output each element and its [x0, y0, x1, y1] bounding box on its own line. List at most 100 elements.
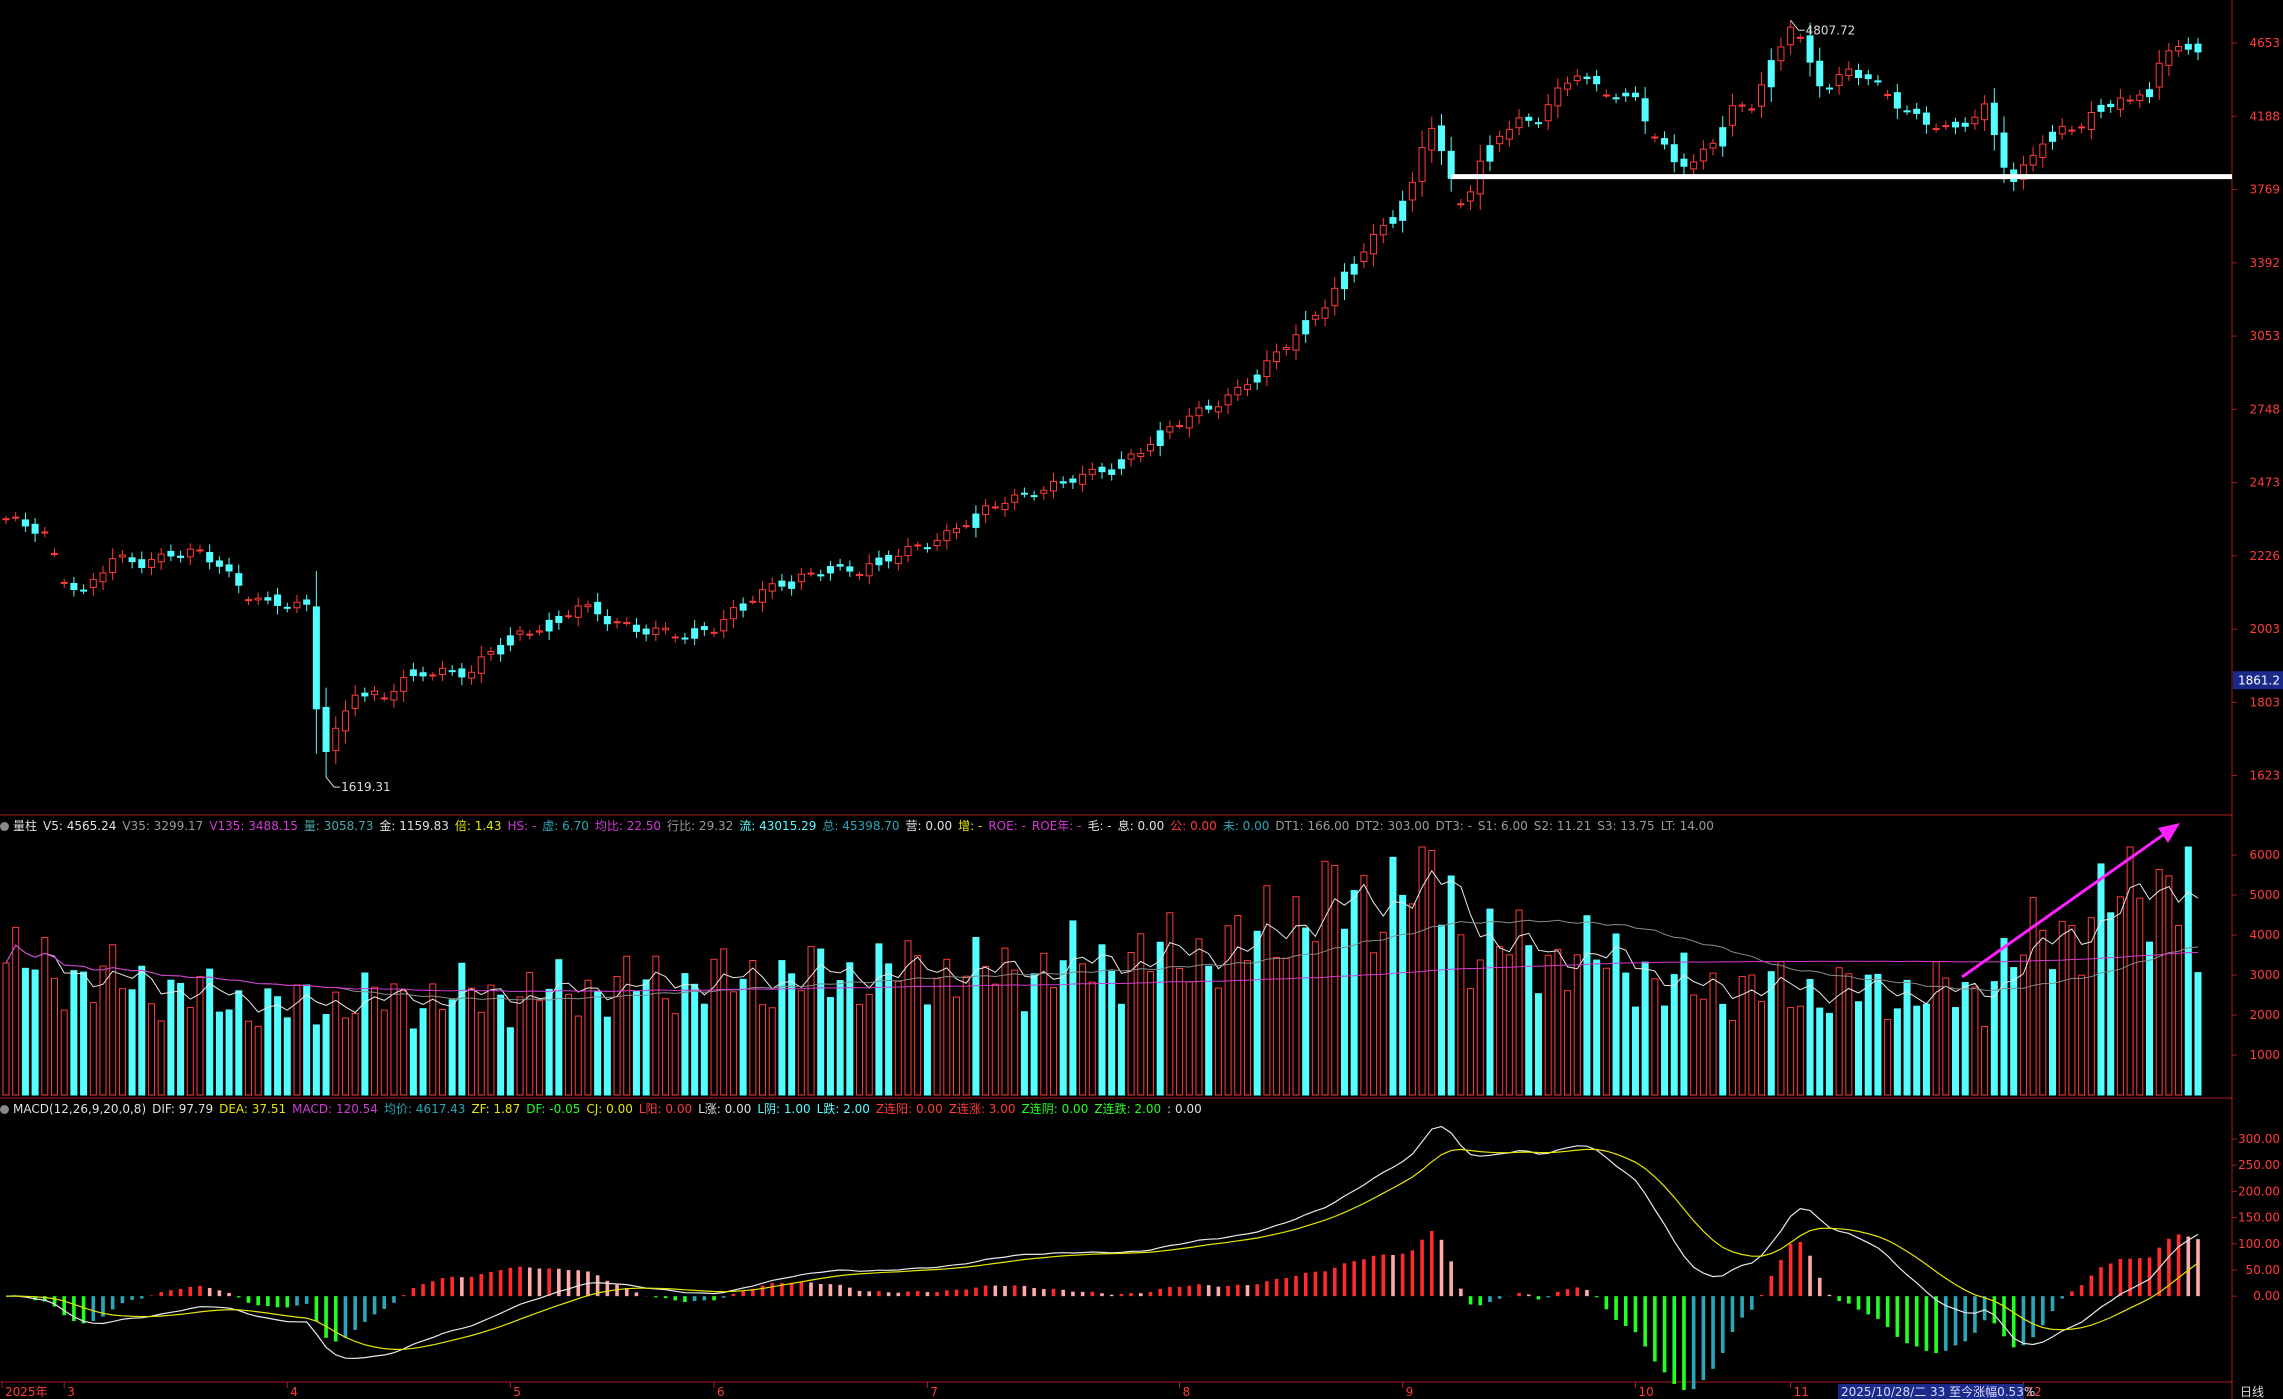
volume-bar: [196, 976, 204, 1096]
volume-bar: [1108, 970, 1116, 1096]
candle-body: [283, 606, 291, 609]
candle-body: [623, 622, 631, 625]
volume-bar: [1952, 1007, 1960, 1096]
candle-body: [846, 566, 854, 572]
candle-body: [778, 580, 786, 587]
candle-body: [109, 558, 117, 574]
volume-bar: [1874, 973, 1882, 1096]
candle-body: [1641, 98, 1649, 122]
candle-body: [1981, 103, 1989, 121]
volume-bar: [1806, 979, 1814, 1096]
volume-ma35-line: [5, 919, 2199, 1001]
volume-bar: [943, 958, 951, 1096]
candle-body: [1680, 158, 1688, 167]
candle-body: [1709, 142, 1717, 149]
volume-bar: [1302, 927, 1310, 1096]
volume-bar: [681, 973, 689, 1096]
candle-body: [80, 589, 88, 592]
candle-body: [1554, 87, 1562, 107]
legend-item: S1: 6.00: [1477, 819, 1528, 833]
volume-bar: [749, 959, 757, 1096]
candle-body: [1205, 405, 1213, 410]
volume-bar: [1738, 975, 1746, 1096]
volume-bar: [2116, 896, 2124, 1096]
candle-body: [274, 594, 282, 606]
high-marker-arrow: [1790, 19, 1805, 31]
legend-item: V5: 4565.24: [43, 819, 117, 833]
candle-body: [1593, 76, 1601, 85]
candle-body: [1253, 374, 1261, 383]
volume-bar: [1573, 954, 1581, 1096]
volume-bar: [1787, 1007, 1795, 1096]
candle-body: [477, 656, 485, 674]
volume-indicator-name[interactable]: 量柱: [13, 819, 38, 833]
candle-body: [1835, 74, 1843, 86]
volume-bar: [274, 996, 282, 1096]
volume-bar: [1670, 974, 1678, 1096]
candle-body: [1234, 386, 1242, 396]
volume-bar: [157, 1020, 165, 1096]
candle-body: [729, 607, 737, 620]
candle-body: [400, 677, 408, 692]
volume-panel[interactable]: [2, 846, 2202, 1096]
indicator-toggle-icon[interactable]: [0, 822, 9, 831]
price-panel[interactable]: [2, 20, 2232, 778]
candle-body: [1573, 75, 1581, 82]
candle-body: [1224, 394, 1232, 406]
candle-body: [1690, 161, 1698, 170]
candle-body: [312, 606, 320, 710]
volume-bar: [1515, 909, 1523, 1096]
volume-bar: [662, 998, 670, 1096]
volume-bar: [341, 1017, 349, 1096]
volume-bar: [400, 990, 408, 1096]
candle-body: [739, 603, 747, 611]
volume-bar: [264, 988, 272, 1096]
candle-body: [1845, 68, 1853, 77]
volume-bar: [21, 967, 29, 1096]
volume-bar: [729, 991, 737, 1096]
candle-body: [1467, 191, 1475, 202]
candle-body: [953, 528, 961, 534]
candle-body: [99, 572, 107, 583]
candle-body: [1544, 104, 1552, 122]
legend-item: 总: 45398.70: [822, 819, 900, 833]
time-axis-label: 11: [1794, 1385, 1809, 1399]
volume-bar: [50, 977, 59, 1096]
candle-body: [1011, 494, 1019, 503]
candle-body: [419, 672, 427, 677]
legend-item: S2: 11.21: [1533, 819, 1592, 833]
macd-tick-label: 300.00: [2238, 1132, 2280, 1146]
macd-indicator-name[interactable]: MACD(12,26,9,20,0,8): [13, 1102, 147, 1116]
candle-body: [128, 557, 136, 563]
candle-body: [89, 578, 97, 588]
candle-body: [1796, 36, 1804, 39]
candle-body: [516, 630, 524, 635]
volume-bar: [1564, 990, 1572, 1096]
candle-body: [1699, 148, 1707, 162]
macd-panel[interactable]: [5, 1125, 2200, 1391]
volume-bar: [438, 1009, 446, 1096]
volume-bar: [953, 996, 961, 1096]
candle-body: [856, 574, 864, 577]
indicator-toggle-icon[interactable]: [0, 1105, 9, 1114]
volume-bar: [807, 945, 815, 1096]
legend-item: V135: 3488.15: [209, 819, 298, 833]
legend-item: Z连跌: 2.00: [1094, 1102, 1162, 1116]
volume-bar: [613, 975, 621, 1096]
candle-body: [147, 559, 155, 568]
volume-bar: [419, 1008, 427, 1096]
volume-bar: [1079, 963, 1087, 1096]
volume-bar: [933, 978, 941, 1096]
candle-body: [1408, 181, 1416, 201]
volume-bar: [1001, 947, 1009, 1096]
legend-item: L阳: 0.00: [638, 1102, 693, 1116]
candle-body: [429, 674, 437, 677]
volume-bar: [1214, 987, 1222, 1096]
volume-bar: [1583, 915, 1591, 1096]
candle-body: [1670, 144, 1678, 163]
volume-bar: [1399, 894, 1407, 1096]
candle-body: [1049, 480, 1058, 492]
volume-bar: [477, 1011, 485, 1096]
volume-bar: [1273, 956, 1281, 1096]
